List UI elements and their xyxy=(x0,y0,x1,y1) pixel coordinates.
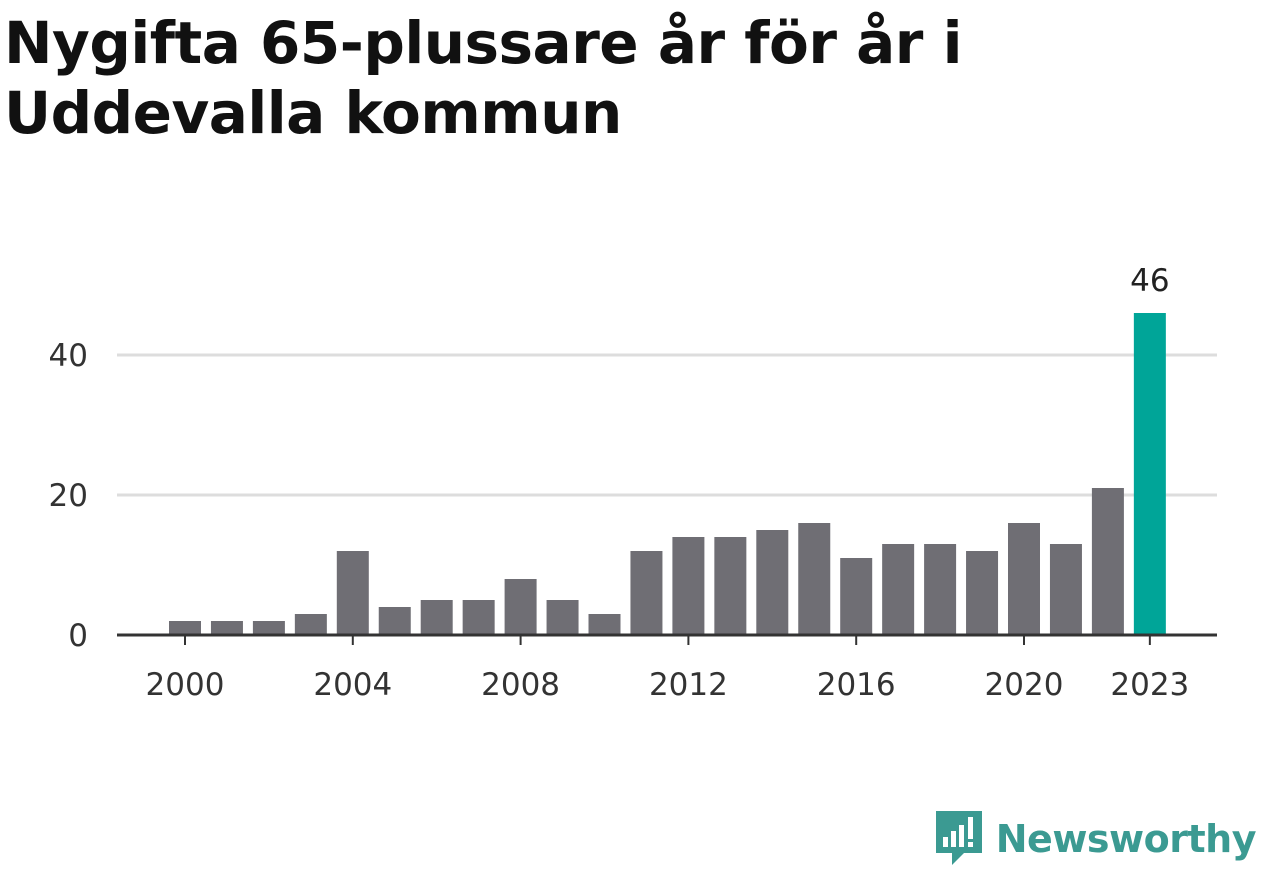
bar-2023 xyxy=(1133,313,1166,635)
bar-2018 xyxy=(924,544,957,635)
value-label-2023: 46 xyxy=(1130,263,1169,299)
bar-2004 xyxy=(336,551,369,635)
bar-2010 xyxy=(588,614,621,635)
chart-title: Nygifta 65-plussare år för år i Uddevall… xyxy=(4,9,962,147)
bar-2005 xyxy=(378,607,411,635)
labels: 0 20 40 46 2000 2004 2008 2012 2016 2020 2023 xyxy=(49,263,1190,703)
y-tick-label-40: 40 xyxy=(49,338,88,374)
bar-2011 xyxy=(630,551,663,635)
bar-2012 xyxy=(672,537,705,635)
bar-2003 xyxy=(294,614,327,635)
x-tick-label-2016: 2016 xyxy=(817,667,896,703)
bar-2008 xyxy=(504,579,537,635)
x-tick-label-2008: 2008 xyxy=(481,667,560,703)
logo-text: Newsworthy xyxy=(995,817,1257,861)
grid-lines xyxy=(117,353,1217,497)
bar-2009 xyxy=(546,600,579,635)
x-tick-label-2023: 2023 xyxy=(1110,667,1189,703)
bar-2001 xyxy=(210,621,243,635)
bar-2015 xyxy=(798,523,831,635)
bar-2002 xyxy=(252,621,285,635)
bar-2000 xyxy=(169,621,201,635)
x-tick-label-2000: 2000 xyxy=(146,667,225,703)
bar-2007 xyxy=(462,600,495,635)
bars xyxy=(169,313,1166,635)
bar-2017 xyxy=(882,544,915,635)
bar-2019 xyxy=(966,551,999,635)
newsworthy-logo: Newsworthy xyxy=(934,809,1257,869)
bar-2006 xyxy=(420,600,453,635)
x-tick-label-2012: 2012 xyxy=(649,667,728,703)
bar-2021 xyxy=(1049,544,1082,635)
bar-2014 xyxy=(756,530,789,635)
x-tick-label-2020: 2020 xyxy=(985,667,1064,703)
y-tick-label-20: 20 xyxy=(49,478,88,514)
newsworthy-logo-icon xyxy=(935,811,982,865)
bar-2016 xyxy=(840,558,873,635)
bar-2022 xyxy=(1091,488,1124,635)
x-tick-label-2004: 2004 xyxy=(313,667,392,703)
bar-2013 xyxy=(714,537,747,635)
bar-2020 xyxy=(1008,523,1040,635)
y-tick-label-0: 0 xyxy=(68,618,88,654)
axes xyxy=(117,633,1217,645)
